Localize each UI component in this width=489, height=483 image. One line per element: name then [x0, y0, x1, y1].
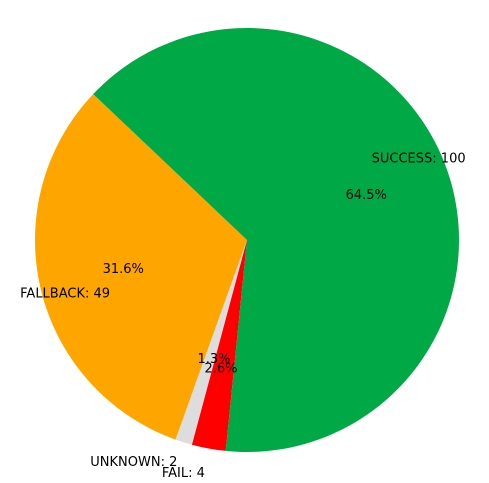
slice-label-success: SUCCESS: 100: [372, 151, 466, 166]
pie-labels: FALLBACK: 49 31.6% UNKNOWN: 2 1.3% FAIL: 4 2.…: [20, 151, 465, 481]
slice-percent-fail: 2.6%: [205, 362, 238, 377]
pie-slice-success: [93, 28, 460, 453]
slice-label-unknown: UNKNOWN: 2: [90, 455, 177, 470]
slice-percent-fallback: 31.6%: [103, 262, 144, 277]
pie-slice-fallback: [35, 94, 247, 440]
slice-label-fail: FAIL: 4: [162, 466, 205, 481]
pie-slice-fail: [191, 240, 247, 451]
slice-label-fallback: FALLBACK: 49: [20, 287, 110, 302]
slice-percent-unknown: 1.3%: [198, 352, 231, 367]
slice-percent-success: 64.5%: [346, 188, 387, 203]
pie-slice-unknown: [175, 240, 247, 445]
pie-slices: [35, 28, 460, 453]
